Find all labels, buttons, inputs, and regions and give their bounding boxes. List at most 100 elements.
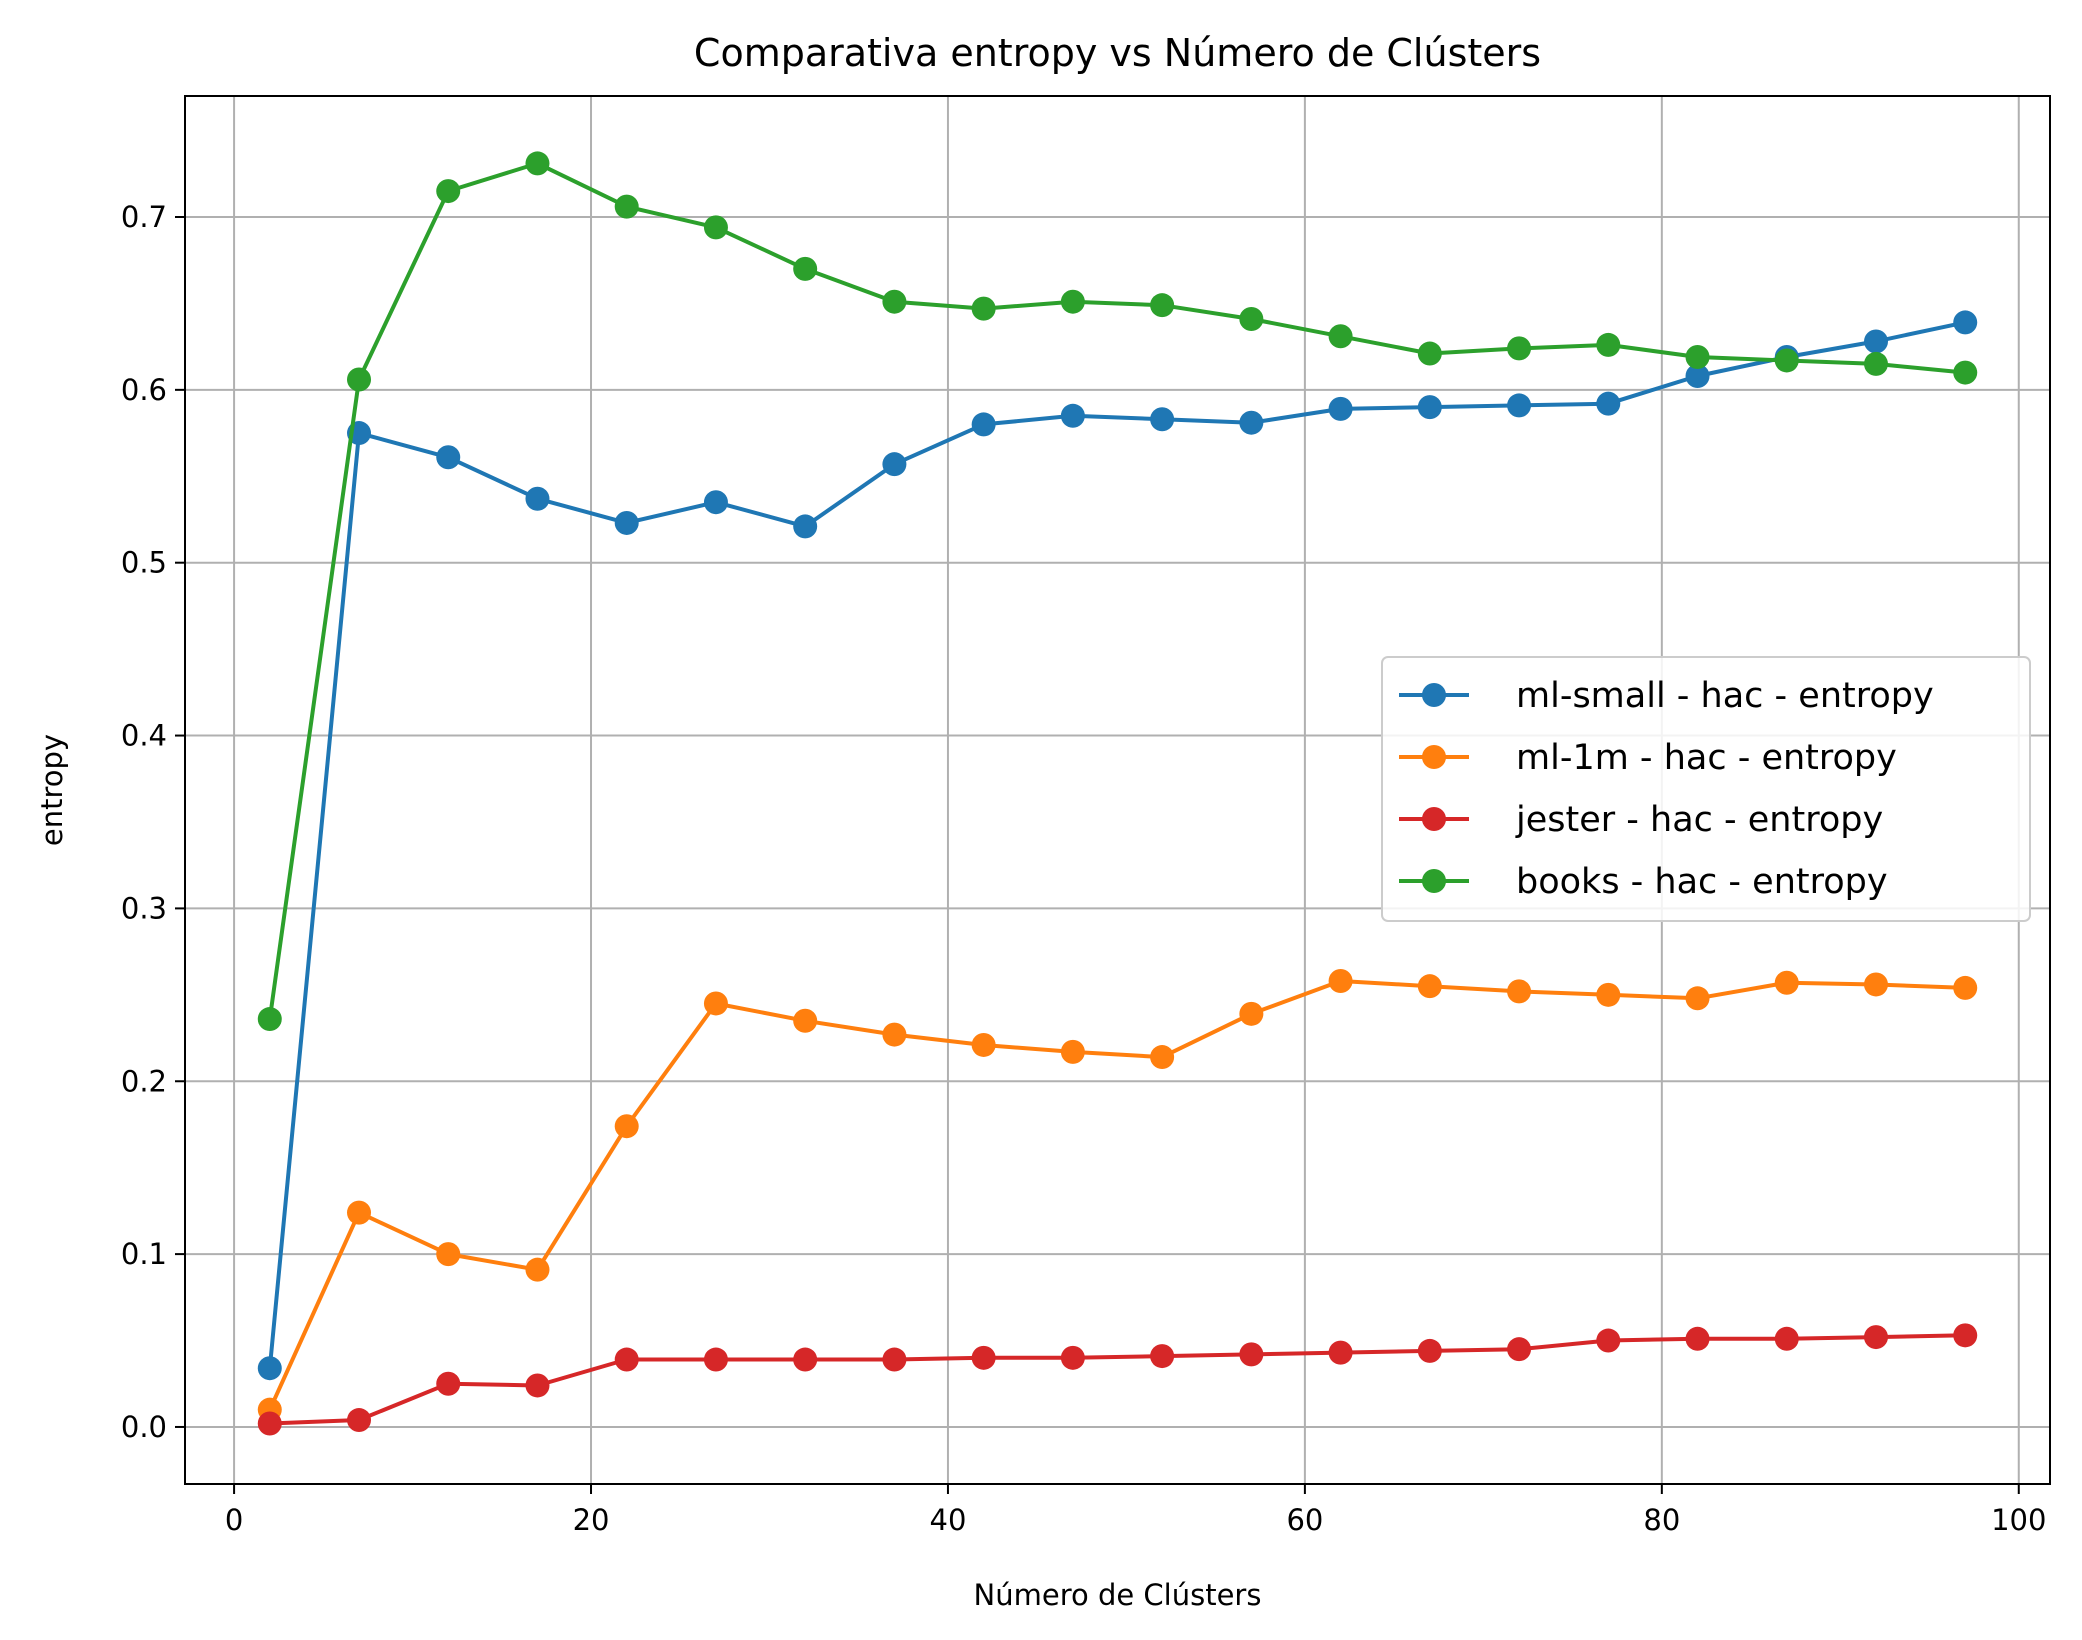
data-point: [1953, 310, 1978, 335]
data-point: [793, 514, 818, 539]
x-axis-label: Número de Clústers: [974, 1578, 1262, 1612]
data-point: [703, 215, 728, 240]
series-group: [257, 151, 1978, 1032]
data-point: [1507, 979, 1532, 1004]
x-tick-label: 100: [1991, 1503, 2046, 1537]
data-point: [1417, 341, 1442, 366]
data-point: [436, 179, 461, 204]
data-point: [882, 1347, 907, 1372]
y-tick-label: 0.5: [121, 546, 167, 580]
legend-item: ml-1m - hac - entropy: [1399, 738, 1897, 778]
data-point: [882, 452, 907, 477]
data-point: [793, 256, 818, 281]
data-point: [971, 1345, 996, 1370]
data-point: [1774, 348, 1799, 373]
legend-marker: [1422, 807, 1446, 831]
data-point: [1417, 1338, 1442, 1363]
data-point: [1328, 1340, 1353, 1365]
data-point: [1507, 336, 1532, 361]
data-point: [1685, 986, 1710, 1011]
data-point: [882, 1022, 907, 1047]
data-point: [1863, 1325, 1888, 1350]
data-point: [1060, 1039, 1085, 1064]
data-point: [1507, 393, 1532, 418]
series-line: [267, 320, 1966, 1369]
data-point: [1953, 1323, 1978, 1348]
data-point: [1953, 360, 1978, 385]
data-point: [971, 296, 996, 321]
data-point: [257, 1007, 282, 1032]
data-point: [1239, 410, 1264, 435]
data-point: [1239, 1001, 1264, 1026]
data-point: [1685, 345, 1710, 370]
data-point: [1060, 289, 1085, 314]
y-axis-label: entropy: [35, 734, 69, 846]
y-axis: 0.0 0.1 0.2 0.3 0.4 0.5 0.6 0.7: [121, 200, 185, 1444]
data-point: [436, 1371, 461, 1396]
data-point: [347, 1408, 372, 1433]
data-point: [1774, 1326, 1799, 1351]
x-tick-label: 20: [573, 1503, 610, 1537]
data-point: [614, 1347, 639, 1372]
series-group: [257, 1323, 1978, 1436]
data-point: [1953, 975, 1978, 1000]
data-point: [614, 1114, 639, 1139]
data-point: [614, 510, 639, 535]
y-tick-label: 0.4: [121, 719, 167, 753]
data-point: [703, 991, 728, 1016]
data-point: [1685, 364, 1710, 389]
data-point: [793, 1347, 818, 1372]
data-point: [257, 1411, 282, 1436]
data-point: [971, 1032, 996, 1057]
data-point: [1328, 969, 1353, 994]
data-point: [1596, 982, 1621, 1007]
data-point: [1507, 1337, 1532, 1362]
data-point: [525, 1373, 550, 1398]
legend-label: jester - hac - entropy: [1515, 800, 1883, 840]
legend-label: ml-1m - hac - entropy: [1516, 738, 1897, 778]
x-tick-label: 80: [1643, 1503, 1680, 1537]
data-point: [525, 151, 550, 176]
data-point: [703, 490, 728, 515]
x-tick-label: 0: [225, 1503, 243, 1537]
x-tick-label: 60: [1286, 1503, 1323, 1537]
data-point: [614, 194, 639, 219]
legend-item: books - hac - entropy: [1399, 862, 1888, 902]
x-tick-label: 40: [930, 1503, 967, 1537]
data-point: [1417, 974, 1442, 999]
data-point: [436, 445, 461, 470]
legend-item: ml-small - hac - entropy: [1399, 676, 1934, 716]
legend-label: ml-small - hac - entropy: [1516, 676, 1934, 716]
data-point: [1417, 395, 1442, 420]
data-point: [1239, 306, 1264, 331]
legend-marker: [1422, 745, 1446, 769]
legend-item: jester - hac - entropy: [1399, 800, 1883, 840]
data-point: [793, 1008, 818, 1033]
data-point: [971, 412, 996, 437]
legend-box: [1381, 656, 2031, 922]
data-point: [257, 1356, 282, 1381]
data-point: [347, 367, 372, 392]
legend-label: books - hac - entropy: [1516, 862, 1888, 902]
data-point: [1328, 396, 1353, 421]
data-point: [1596, 1328, 1621, 1353]
series-layer: [257, 151, 1978, 1436]
series-line: [267, 979, 1966, 1411]
y-tick-label: 0.1: [121, 1237, 167, 1271]
data-point: [1060, 403, 1085, 428]
data-point: [1685, 1326, 1710, 1351]
data-point: [436, 1242, 461, 1267]
data-point: [1150, 1344, 1175, 1369]
data-point: [1150, 293, 1175, 318]
y-tick-label: 0.0: [121, 1410, 167, 1444]
data-point: [1328, 324, 1353, 349]
data-point: [1596, 391, 1621, 416]
data-point: [1774, 970, 1799, 995]
plot-frame: [184, 95, 2051, 1485]
data-point: [1863, 972, 1888, 997]
data-point: [1150, 407, 1175, 432]
data-point: [882, 289, 907, 314]
legend: ml-small - hac - entropy ml-1m - hac - en…: [1381, 656, 2031, 922]
x-axis: 0 20 40 60 80 100: [225, 1484, 2046, 1537]
